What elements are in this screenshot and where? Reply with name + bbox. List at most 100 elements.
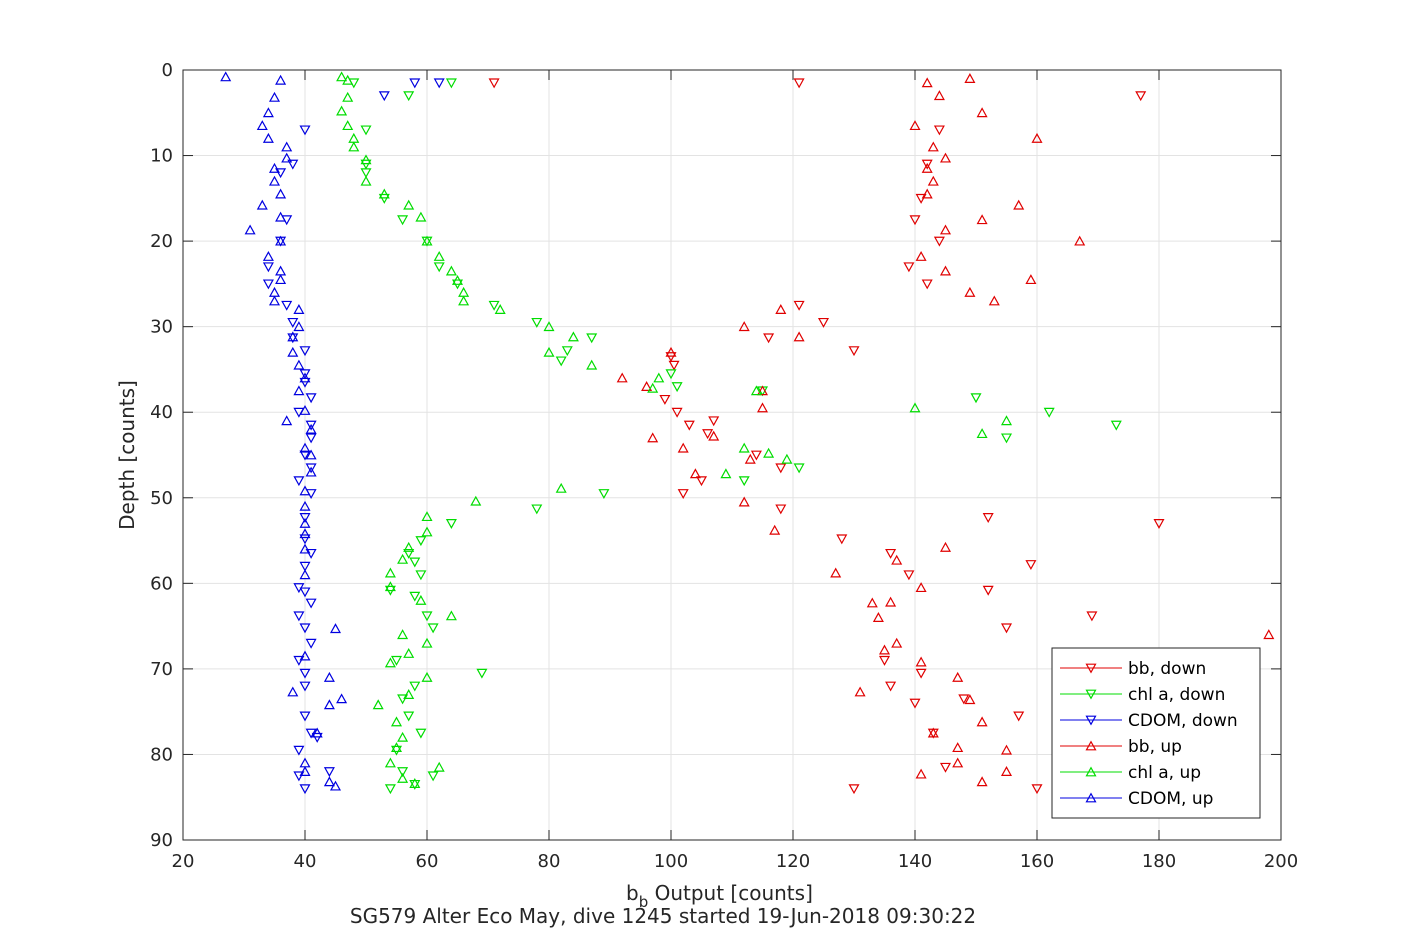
data-point (220, 71, 232, 82)
legend-label: chl a, down (1128, 685, 1225, 705)
data-point (671, 407, 683, 418)
data-point (415, 594, 427, 605)
data-point (903, 262, 915, 273)
data-point (293, 476, 305, 487)
legend-marker (1085, 740, 1097, 751)
data-point (409, 591, 421, 602)
data-point (268, 162, 281, 173)
data-point (305, 466, 317, 477)
data-point (275, 188, 287, 199)
y-tick-label: 70 (150, 659, 173, 680)
data-point (348, 141, 360, 152)
data-point (403, 711, 415, 722)
legend-label: CDOM, down (1128, 711, 1238, 731)
data-point (878, 644, 891, 655)
data-point (720, 468, 732, 479)
data-point (336, 71, 348, 82)
data-point (653, 372, 665, 383)
x-tick-label: 80 (538, 851, 561, 872)
data-point (299, 561, 311, 572)
data-point (275, 274, 287, 285)
grid-lines (182, 69, 1282, 841)
data-point (281, 300, 293, 311)
data-point (415, 211, 427, 222)
data-point (323, 671, 335, 682)
data-point (939, 541, 952, 552)
data-point (1153, 519, 1165, 529)
data-markers (220, 71, 1275, 795)
data-point (915, 193, 927, 204)
data-point (793, 463, 805, 474)
data-point (293, 771, 305, 782)
data-point (397, 694, 409, 705)
y-tick-label: 60 (150, 573, 173, 594)
data-point (360, 159, 372, 170)
data-point (793, 331, 805, 342)
data-point (909, 402, 921, 413)
data-point (1013, 711, 1025, 722)
data-point (287, 686, 299, 697)
data-point (1025, 560, 1037, 571)
y-tick-label: 90 (150, 830, 173, 851)
data-point (665, 352, 677, 363)
data-point (281, 152, 293, 163)
data-point (1013, 199, 1025, 210)
data-point (915, 582, 927, 593)
data-point (299, 711, 311, 722)
data-point (695, 476, 708, 487)
data-point (409, 779, 421, 790)
data-point (299, 513, 311, 523)
data-point (421, 637, 433, 648)
x-tick-label: 60 (416, 851, 439, 872)
data-point (390, 655, 403, 666)
data-point (268, 295, 281, 306)
data-point (427, 623, 439, 634)
data-point (793, 300, 805, 311)
data-point (878, 655, 891, 666)
data-point (384, 581, 396, 592)
data-point (397, 772, 409, 783)
data-point (970, 393, 982, 404)
data-point (275, 74, 287, 85)
data-point (378, 193, 390, 204)
data-point (403, 647, 415, 658)
data-point (952, 757, 964, 768)
data-point (390, 716, 403, 727)
data-point (445, 78, 457, 89)
data-point (360, 154, 372, 165)
data-point (293, 321, 305, 332)
legend-label: bb, down (1128, 659, 1206, 679)
data-point (665, 369, 677, 380)
data-point (775, 504, 787, 515)
data-point (262, 279, 274, 290)
data-point (976, 428, 988, 439)
data-point (281, 141, 293, 152)
data-point (641, 381, 653, 391)
data-point (397, 215, 409, 226)
data-point (305, 598, 317, 609)
data-point (299, 450, 311, 461)
data-point (293, 745, 305, 756)
data-point (360, 125, 372, 136)
data-point (451, 274, 464, 285)
data-point (903, 570, 915, 581)
data-point (299, 766, 311, 776)
data-point (445, 519, 457, 529)
x-tick-label: 40 (294, 851, 317, 872)
data-point (268, 91, 281, 102)
data-point (775, 463, 787, 474)
data-point (976, 716, 988, 727)
data-point (360, 175, 372, 186)
data-point (299, 587, 311, 598)
y-tick-label: 20 (150, 231, 173, 252)
legend-entry: CDOM, down (1060, 711, 1238, 731)
data-point (659, 394, 671, 405)
data-point (403, 689, 415, 699)
data-point (708, 430, 720, 441)
data-point (964, 286, 976, 297)
data-point (891, 554, 903, 565)
data-point (323, 699, 335, 710)
data-point (427, 771, 439, 782)
data-point (744, 453, 756, 464)
